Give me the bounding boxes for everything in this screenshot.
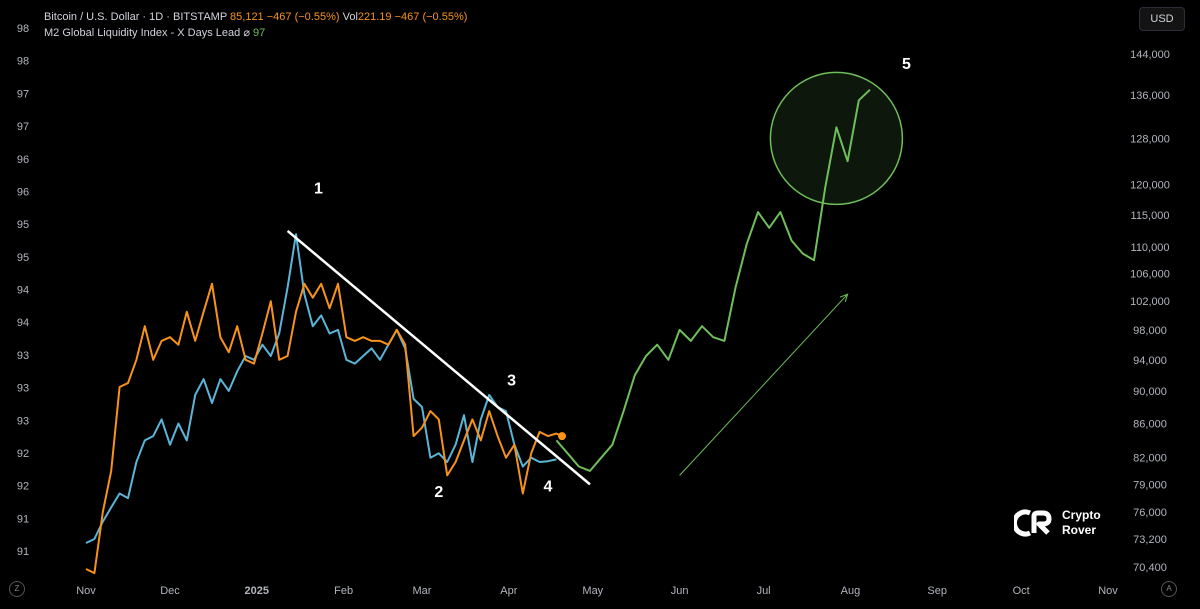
right-axis-tick: 106,000 (1130, 269, 1170, 281)
right-axis-tick: 70,400 (1133, 562, 1167, 574)
annotation-layer: 1 2 3 4 5 (286, 56, 911, 501)
left-axis-tick: 93 (17, 383, 29, 395)
left-axis-tick: 98 (17, 56, 29, 68)
left-axis-tick: 92 (17, 481, 29, 493)
indicator-row[interactable]: M2 Global Liquidity Index - X Days Lead … (44, 25, 467, 41)
wave-label-3: 3 (507, 372, 516, 389)
left-axis-tick: 97 (17, 88, 29, 100)
time-axis-tick: Feb (334, 585, 353, 597)
volume-change: −467 (−0.55%) (394, 11, 468, 23)
left-axis-tick: 96 (17, 154, 29, 166)
time-axis-tick: Apr (500, 585, 517, 597)
crypto-rover-logo: Crypto Rover (1014, 506, 1124, 542)
indicator-title: M2 Global Liquidity Index - X Days Lead (44, 27, 241, 39)
right-axis-tick: 79,000 (1133, 479, 1167, 491)
time-axis-tick: Aug (841, 585, 861, 597)
downtrend-line (286, 230, 591, 486)
wave-label-1: 1 (314, 181, 323, 198)
left-axis-tick: 95 (17, 219, 29, 231)
hidden-eye-icon[interactable]: ⌀ (243, 27, 250, 39)
wave-label-2: 2 (434, 484, 443, 501)
left-axis-tick: 98 (17, 23, 29, 35)
volume-value: 221.19 (357, 11, 392, 23)
left-axis-tick: 93 (17, 350, 29, 362)
right-axis-tick: 136,000 (1130, 90, 1170, 102)
right-axis-tick: 90,000 (1133, 386, 1167, 398)
series-layer (85, 88, 871, 575)
time-axis-tick: Nov (1098, 585, 1118, 597)
right-axis-tick: 144,000 (1130, 49, 1170, 61)
symbol-row[interactable]: Bitcoin / U.S. Dollar · 1D · BITSTAMP 85… (44, 9, 467, 25)
left-axis-tick: 94 (17, 317, 29, 329)
right-axis-tick: 115,000 (1131, 210, 1170, 222)
right-axis-tick: 86,000 (1133, 419, 1167, 431)
left-axis-tick: 93 (17, 415, 29, 427)
right-axis: 144,000 136,000 128,000 120,000 115,000 110,0… (1130, 49, 1170, 574)
time-axis-tick: 2025 (245, 585, 269, 597)
left-axis-tick: 91 (17, 513, 29, 525)
left-axis-tick: 91 (17, 546, 29, 558)
series-line-2 (555, 88, 871, 472)
logo-line-1: Crypto (1062, 508, 1101, 522)
last-price-marker (558, 432, 566, 441)
left-axis-tick: 92 (17, 448, 29, 460)
target-highlight-circle (769, 71, 904, 206)
right-axis-tick: 98,000 (1133, 325, 1167, 337)
left-axis: 98 98 97 97 96 96 95 95 94 94 93 93 93 92 92 91 91 (17, 23, 29, 558)
volume-label: Vol (342, 11, 358, 23)
crypto-rover-logo-icon (1014, 509, 1052, 537)
wave-label-4: 4 (544, 479, 553, 496)
logo-line-2: Rover (1062, 523, 1097, 537)
right-axis-tick: 82,000 (1133, 453, 1167, 465)
right-axis-tick: 73,200 (1133, 534, 1167, 546)
time-axis-tick: Jun (671, 585, 689, 597)
symbol-title: Bitcoin / U.S. Dollar · 1D · BITSTAMP (44, 11, 227, 23)
indicator-value: 97 (253, 27, 266, 39)
projection-arrow-head (839, 293, 849, 303)
time-axis-tick: Sep (927, 585, 947, 597)
projection-arrow (679, 293, 848, 476)
currency-button[interactable]: USD (1139, 7, 1185, 31)
time-axis: Nov Dec 2025 Feb Mar Apr May Jun Jul Aug Sep Oct Nov (76, 585, 1118, 597)
chart-legend: Bitcoin / U.S. Dollar · 1D · BITSTAMP 85… (44, 9, 467, 41)
time-axis-tick: Dec (160, 585, 180, 597)
right-axis-tick: 76,000 (1133, 507, 1167, 519)
auto-scale-toggle[interactable]: A (1161, 581, 1177, 597)
time-axis-tick: Nov (76, 585, 96, 597)
right-axis-tick: 128,000 (1130, 133, 1170, 145)
left-axis-tick: 94 (17, 285, 29, 297)
right-axis-tick: 110,000 (1131, 242, 1170, 254)
series-line-0 (85, 282, 563, 575)
last-price: 85,121 (230, 11, 264, 23)
left-axis-tick: 96 (17, 186, 29, 198)
time-axis-tick: Jul (757, 585, 771, 597)
time-axis-tick: May (582, 585, 603, 597)
series-line-1 (85, 233, 557, 544)
zoom-toggle[interactable]: Z (9, 581, 25, 597)
right-axis-tick: 102,000 (1130, 296, 1170, 308)
right-axis-tick: 94,000 (1133, 355, 1167, 367)
right-axis-tick: 120,000 (1130, 180, 1170, 192)
left-axis-tick: 95 (17, 252, 29, 264)
time-axis-tick: Oct (1013, 585, 1030, 597)
wave-label-5: 5 (902, 56, 911, 73)
left-axis-tick: 97 (17, 121, 29, 133)
price-change: −467 (−0.55%) (266, 11, 340, 23)
time-axis-tick: Mar (413, 585, 432, 597)
